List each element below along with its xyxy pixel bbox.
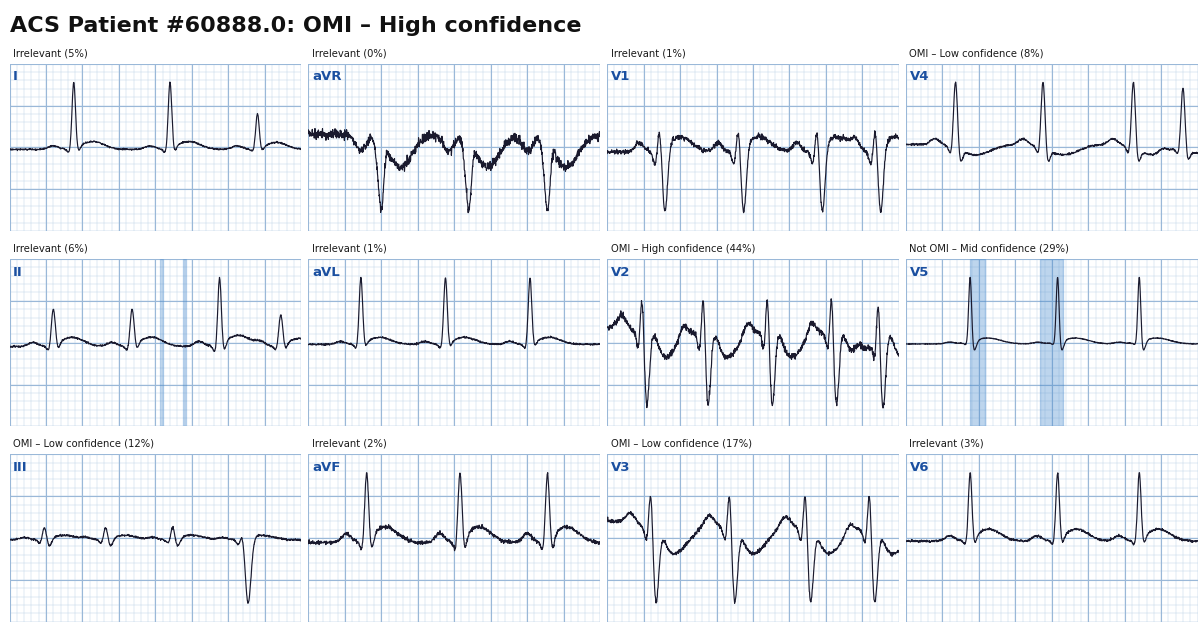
Text: V1: V1 (611, 70, 630, 84)
Text: I: I (13, 70, 18, 84)
Text: aVR: aVR (312, 70, 341, 84)
Bar (160, 259, 163, 426)
Bar (184, 259, 186, 426)
Text: Irrelevant (3%): Irrelevant (3%) (910, 439, 984, 449)
Text: Irrelevant (5%): Irrelevant (5%) (13, 48, 88, 58)
Text: V4: V4 (910, 70, 929, 84)
Text: OMI – Low confidence (12%): OMI – Low confidence (12%) (13, 439, 154, 449)
Text: V6: V6 (910, 461, 929, 474)
Bar (1040, 259, 1063, 426)
Text: III: III (13, 461, 28, 474)
Text: V2: V2 (611, 266, 630, 279)
Text: Irrelevant (6%): Irrelevant (6%) (13, 244, 88, 254)
Text: Irrelevant (1%): Irrelevant (1%) (611, 48, 685, 58)
Bar (970, 259, 985, 426)
Text: OMI – Low confidence (17%): OMI – Low confidence (17%) (611, 439, 751, 449)
Text: OMI – Low confidence (8%): OMI – Low confidence (8%) (910, 48, 1044, 58)
Text: V3: V3 (611, 461, 630, 474)
Text: OMI – High confidence (44%): OMI – High confidence (44%) (611, 244, 755, 254)
Text: Irrelevant (1%): Irrelevant (1%) (312, 244, 386, 254)
Text: Irrelevant (2%): Irrelevant (2%) (312, 439, 386, 449)
Text: Not OMI – Mid confidence (29%): Not OMI – Mid confidence (29%) (910, 244, 1069, 254)
Text: ACS Patient #60888.0: OMI – High confidence: ACS Patient #60888.0: OMI – High confide… (10, 16, 581, 36)
Text: aVF: aVF (312, 461, 341, 474)
Text: aVL: aVL (312, 266, 340, 279)
Text: V5: V5 (910, 266, 929, 279)
Text: II: II (13, 266, 23, 279)
Text: Irrelevant (0%): Irrelevant (0%) (312, 48, 386, 58)
